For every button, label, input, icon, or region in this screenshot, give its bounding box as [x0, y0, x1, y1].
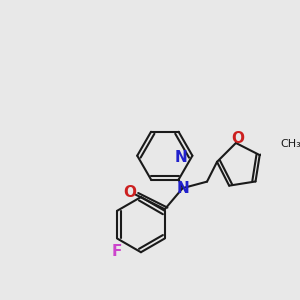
Text: O: O — [123, 184, 136, 200]
Text: F: F — [112, 244, 122, 259]
Text: CH₃: CH₃ — [281, 140, 300, 149]
Text: N: N — [175, 150, 188, 165]
Text: N: N — [176, 181, 189, 196]
Text: O: O — [231, 130, 244, 146]
